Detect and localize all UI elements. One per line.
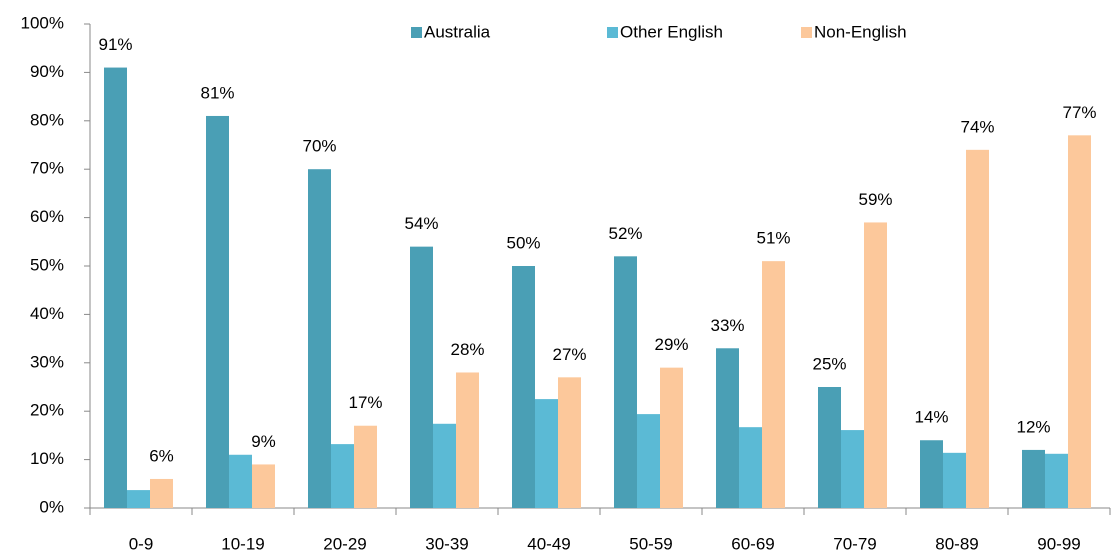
bar xyxy=(943,452,966,508)
bar xyxy=(512,266,535,508)
data-label: 52% xyxy=(608,224,642,243)
x-tick-label: 20-29 xyxy=(323,534,366,553)
y-tick-label: 90% xyxy=(30,62,64,81)
legend-swatch xyxy=(801,27,812,38)
y-tick-label: 20% xyxy=(30,401,64,420)
data-label: 6% xyxy=(149,446,174,465)
y-tick-label: 30% xyxy=(30,352,64,371)
x-tick-label: 50-59 xyxy=(629,534,672,553)
legend-label: Other English xyxy=(620,22,723,41)
bar xyxy=(614,256,637,508)
x-tick-label: 80-89 xyxy=(935,534,978,553)
bar xyxy=(762,261,785,508)
y-tick-label: 60% xyxy=(30,207,64,226)
y-tick-label: 50% xyxy=(30,255,64,274)
bar xyxy=(433,423,456,508)
bar xyxy=(558,377,581,508)
bar xyxy=(818,387,841,508)
x-tick-label: 70-79 xyxy=(833,534,876,553)
data-label: 17% xyxy=(348,393,382,412)
y-tick-label: 10% xyxy=(30,449,64,468)
data-label: 59% xyxy=(858,190,892,209)
x-tick-label: 60-69 xyxy=(731,534,774,553)
bar xyxy=(841,430,864,508)
data-label: 25% xyxy=(812,354,846,373)
data-label: 28% xyxy=(450,340,484,359)
data-label: 77% xyxy=(1062,103,1096,122)
x-tick-label: 0-9 xyxy=(129,534,154,553)
bar xyxy=(206,115,229,509)
bar xyxy=(354,425,377,508)
bar xyxy=(739,427,762,508)
legend-swatch xyxy=(411,27,422,38)
bar xyxy=(150,478,173,508)
bar xyxy=(308,169,331,508)
data-label: 33% xyxy=(710,316,744,335)
bar xyxy=(410,246,433,508)
data-label: 91% xyxy=(98,35,132,54)
x-tick-label: 10-19 xyxy=(221,534,264,553)
bar xyxy=(127,490,150,508)
bar xyxy=(535,399,558,508)
legend-swatch xyxy=(607,27,618,38)
data-label: 50% xyxy=(506,233,540,252)
bar xyxy=(331,444,354,508)
data-label: 14% xyxy=(914,408,948,427)
x-tick-label: 40-49 xyxy=(527,534,570,553)
bar xyxy=(637,414,660,508)
data-label: 27% xyxy=(552,345,586,364)
bar xyxy=(1068,135,1091,508)
legend-label: Australia xyxy=(424,22,491,41)
data-label: 29% xyxy=(654,335,688,354)
data-label: 51% xyxy=(756,229,790,248)
bar xyxy=(252,464,275,508)
data-label: 74% xyxy=(960,117,994,136)
y-tick-label: 0% xyxy=(39,497,64,516)
bar xyxy=(229,454,252,508)
bar xyxy=(660,367,683,508)
bar xyxy=(920,440,943,508)
y-tick-label: 40% xyxy=(30,304,64,323)
data-label: 70% xyxy=(302,137,336,156)
bar xyxy=(104,67,127,508)
bar xyxy=(456,372,479,508)
data-label: 81% xyxy=(200,83,234,102)
y-tick-label: 70% xyxy=(30,159,64,178)
data-label: 12% xyxy=(1016,417,1050,436)
x-tick-label: 30-39 xyxy=(425,534,468,553)
bar xyxy=(864,222,887,508)
bar xyxy=(1045,453,1068,508)
data-label: 9% xyxy=(251,432,276,451)
legend-label: Non-English xyxy=(814,22,907,41)
bar xyxy=(966,149,989,508)
data-label: 54% xyxy=(404,214,438,233)
bar xyxy=(1022,449,1045,508)
x-tick-label: 90-99 xyxy=(1037,534,1080,553)
y-tick-label: 80% xyxy=(30,110,64,129)
bar xyxy=(716,348,739,508)
y-tick-label: 100% xyxy=(21,13,64,32)
